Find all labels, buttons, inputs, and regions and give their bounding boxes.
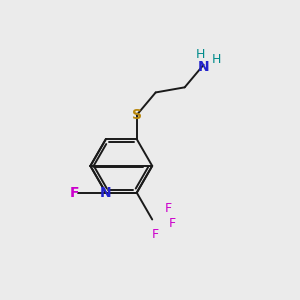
Text: F: F — [169, 217, 176, 230]
Text: H: H — [211, 53, 221, 66]
Text: S: S — [132, 108, 142, 122]
Text: F: F — [152, 228, 159, 241]
Text: N: N — [100, 186, 112, 200]
Text: N: N — [198, 60, 209, 74]
Text: H: H — [196, 48, 205, 61]
Text: F: F — [70, 186, 79, 200]
Text: F: F — [165, 202, 172, 215]
